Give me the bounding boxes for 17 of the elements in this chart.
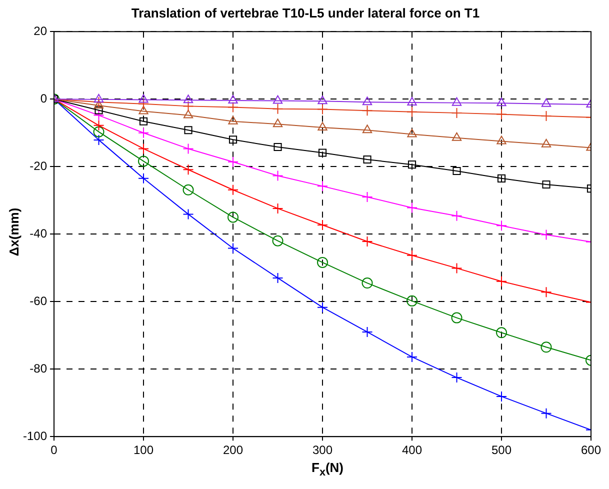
x-tick-label: 0 — [50, 443, 58, 458]
x-axis-title: F$_{x}$(N) — [310, 460, 345, 479]
x-tick-label: 600 — [580, 443, 602, 458]
x-tick-label: 500 — [491, 443, 512, 458]
y-tick-label: -40 — [30, 226, 48, 240]
y-tick-label: -20 — [30, 158, 48, 173]
x-tick-label: 100 — [134, 443, 154, 458]
x-tick-label: 300 — [312, 443, 333, 458]
y-tick-label: -80 — [30, 361, 48, 376]
y-tick-label: -100 — [22, 428, 48, 443]
y-tick-label: 20 — [34, 24, 48, 38]
y-axis-title: Δx(mm) — [6, 208, 22, 256]
y-tick-label: 0 — [40, 91, 48, 106]
chart-title: Translation of vertebrae T10-L5 under lateral force on T1 — [131, 5, 480, 20]
x-tick-label: 200 — [222, 443, 244, 458]
x-tick-label: 400 — [402, 443, 422, 458]
y-tick-label: -60 — [30, 294, 48, 308]
